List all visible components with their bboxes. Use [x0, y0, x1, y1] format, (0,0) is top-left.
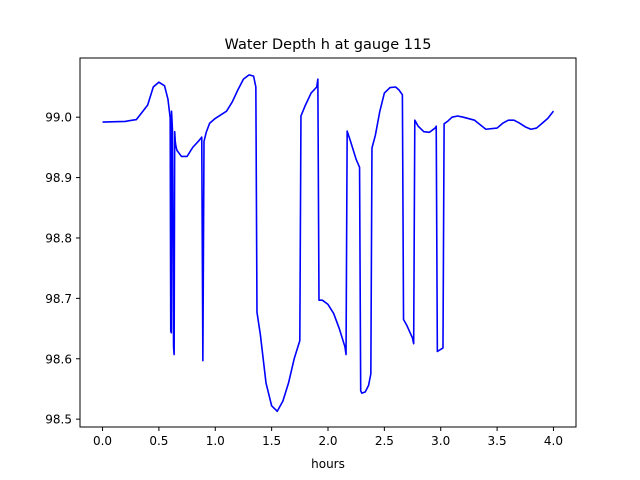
series-line-0	[102, 74, 555, 413]
y-tick-label: 98.6	[45, 352, 72, 366]
chart-title: Water Depth h at gauge 115	[225, 37, 432, 53]
y-tick-label: 99.0	[45, 111, 72, 125]
y-tick-label: 98.8	[45, 231, 72, 245]
x-tick-label: 2.5	[375, 434, 394, 448]
y-axis: 98.5 98.6 98.7 98.8 98.9 99.0	[45, 111, 80, 427]
x-tick-label: 0.5	[149, 434, 168, 448]
x-axis: 0.0 0.5 1.0 1.5 2.0 2.5 3.0 3.5 4.0	[93, 427, 563, 448]
x-axis-title: hours	[311, 457, 345, 471]
x-tick-label: 2.0	[318, 434, 337, 448]
y-tick-label: 98.5	[45, 413, 72, 427]
x-tick-label: 3.0	[431, 434, 450, 448]
plot-data-layer	[102, 74, 555, 413]
x-tick-label: 0.0	[93, 434, 112, 448]
y-tick-label: 98.9	[45, 171, 72, 185]
x-tick-label: 3.5	[488, 434, 507, 448]
x-tick-label: 1.0	[206, 434, 225, 448]
y-tick-label: 98.7	[45, 292, 72, 306]
x-tick-label: 4.0	[544, 434, 563, 448]
x-tick-label: 1.5	[262, 434, 281, 448]
